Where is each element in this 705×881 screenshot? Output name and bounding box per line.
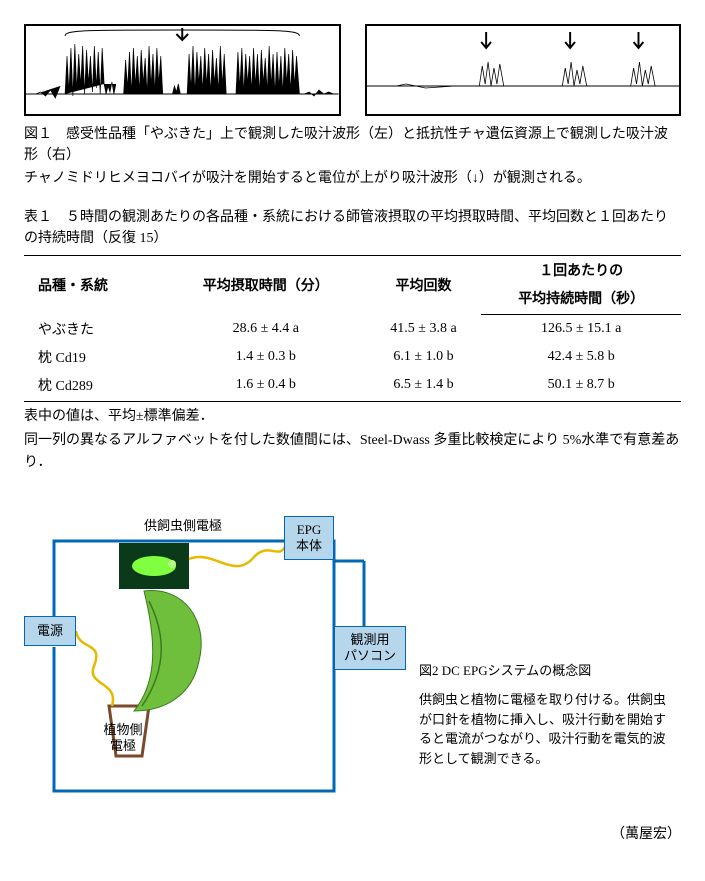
waveform-right (365, 24, 682, 116)
table1-col-count: 平均回数 (366, 256, 482, 315)
figure2-diagram: 供飼虫側電極 電源 EPG 本体 観測用 パソコン 植物側 電極 図2 DC E… (24, 501, 681, 811)
table1-title: 表１ ５時間の観測あたりの各品種・系統における師管液摂取の平均摂取時間、平均回数… (24, 207, 681, 249)
table1: 品種・系統 平均摂取時間（分） 平均回数 １回あたりの 平均持続時間（秒） やぶ… (24, 255, 681, 402)
node-power: 電源 (24, 616, 76, 646)
table1-body: やぶきた 28.6 ± 4.4 a 41.5 ± 3.8 a 126.5 ± 1… (24, 315, 681, 402)
waveform-left (24, 24, 341, 116)
node-plant-electrode: 植物側 電極 (94, 716, 152, 760)
figure1-subcaption: チャノミドリヒメヨコバイが吸汁を開始すると電位が上がり吸汁波形（↓）が観測される… (24, 168, 681, 189)
figure2-caption-title: 図2 DC EPGシステムの概念図 (419, 661, 674, 681)
figure1-caption: 図１ 感受性品種「やぶきた」上で観測した吸汁波形（左）と抵抗性チャ遺伝資源上で観… (24, 124, 681, 166)
figure2-caption-body: 供飼虫と植物に電極を取り付ける。供飼虫が口針を植物に挿入し、吸汁行動を開始すると… (419, 690, 674, 768)
table1-col-dur-line1: １回あたりの (481, 256, 681, 285)
node-epg: EPG 本体 (284, 516, 334, 560)
table1-col-variety: 品種・系統 (24, 256, 166, 315)
table-row: 枕 Cd19 1.4 ± 0.3 b 6.1 ± 1.0 b 42.4 ± 5.… (24, 343, 681, 371)
electrode-insect-label: 供飼虫側電極 (144, 515, 222, 534)
table-row: 枕 Cd289 1.6 ± 0.4 b 6.5 ± 1.4 b 50.1 ± 8… (24, 371, 681, 402)
table1-col-dur-line2: 平均持続時間（秒） (481, 284, 681, 315)
table1-note1: 表中の値は、平均±標準偏差． (24, 406, 681, 428)
figure1-waveforms (24, 24, 681, 116)
author: （萬屋宏） (24, 823, 681, 843)
node-pc: 観測用 パソコン (334, 626, 406, 670)
table1-col-mins: 平均摂取時間（分） (166, 256, 366, 315)
table-row: やぶきた 28.6 ± 4.4 a 41.5 ± 3.8 a 126.5 ± 1… (24, 315, 681, 343)
waveform-right-svg (367, 26, 680, 114)
table1-note2: 同一列の異なるアルファベットを付した数値間には、Steel-Dwass 多重比較… (24, 430, 681, 475)
waveform-left-svg (26, 26, 339, 114)
